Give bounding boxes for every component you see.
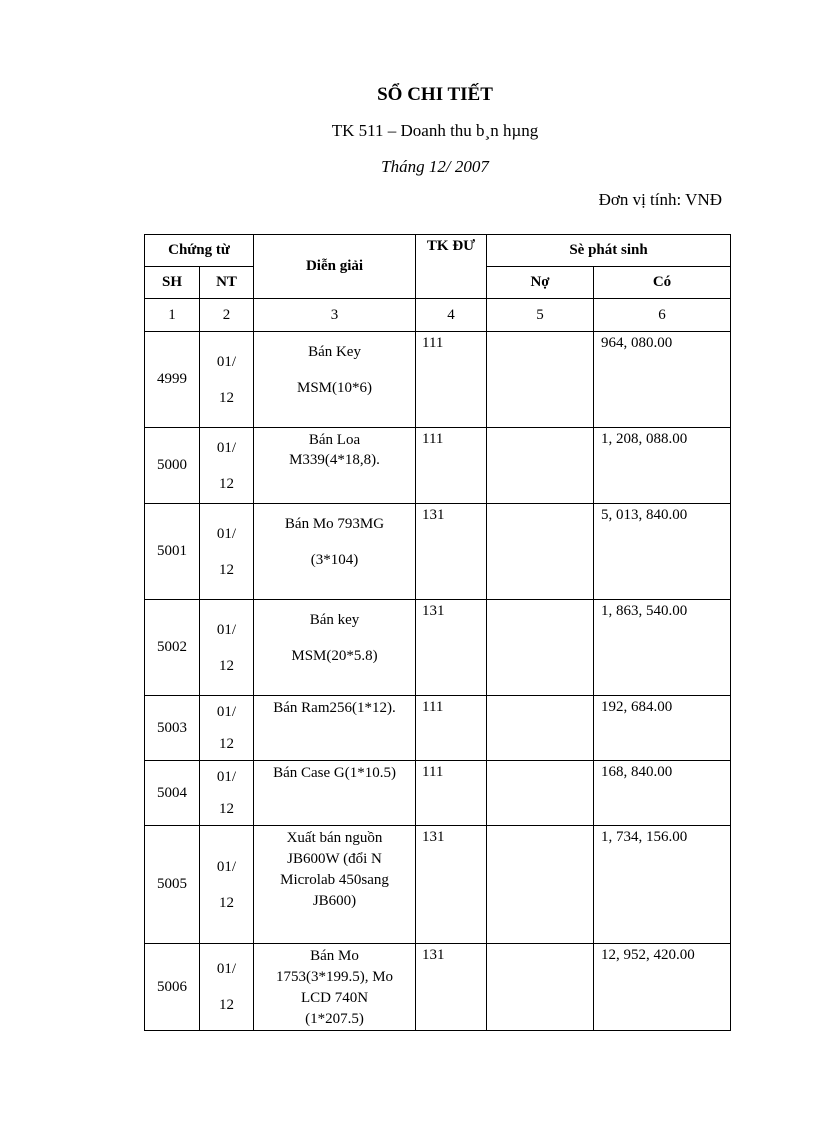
- nt-cell: 01/ 12: [198, 331, 255, 428]
- tk-du-cell: 131: [415, 825, 488, 944]
- col-number: 4: [415, 298, 488, 332]
- credit-cell: 5, 013, 840.00: [593, 503, 732, 600]
- header-chung-tu: Chứng từ: [143, 234, 255, 267]
- nt-cell: 01/ 12: [198, 825, 255, 944]
- debit-cell: [486, 427, 595, 504]
- sh-cell: 5004: [144, 760, 200, 826]
- sh-cell: 5005: [144, 825, 200, 944]
- tk-du-cell: 111: [415, 760, 488, 826]
- tk-du-cell: 131: [415, 943, 488, 1031]
- table-row: 5006 01/ 12 Bán Mo 1753(3*199.5), Mo LCD 7…: [144, 943, 732, 1031]
- table-row: 5000 01/ 12 Bán Loa M339(4*18,8). 111 1, 208…: [144, 427, 732, 504]
- credit-cell: 1, 208, 088.00: [593, 427, 732, 504]
- description-cell: Xuất bán nguồn JB600W (đổi N Microlab 45…: [253, 825, 417, 944]
- description-cell: Bán Ram256(1*12).: [253, 695, 417, 761]
- nt-cell: 01/ 12: [198, 427, 255, 504]
- table-row: 5003 01/ 12 Bán Ram256(1*12). 111 192, 684.0…: [144, 695, 732, 761]
- nt-cell: 01/ 12: [198, 599, 255, 696]
- description-cell: Bán Mo 793MG (3*104): [253, 503, 417, 600]
- col-number: 6: [593, 298, 732, 332]
- table-row: 5001 01/ 12 Bán Mo 793MG (3*104) 131 5, 013,…: [144, 503, 732, 600]
- table-row: 5005 01/ 12 Xuất bán nguồn JB600W (đổi N M…: [144, 825, 732, 944]
- nt-cell: 01/ 12: [198, 695, 255, 761]
- table-row: 4999 01/ 12 Bán Key MSM(10*6) 111 964, 080.0…: [144, 331, 732, 428]
- sh-cell: 5001: [144, 503, 200, 600]
- account-subtitle: TK 511 – Doanh thu b¸n hµng: [331, 121, 539, 140]
- debit-cell: [486, 695, 595, 761]
- sh-cell: 5006: [144, 943, 200, 1031]
- debit-cell: [486, 599, 595, 696]
- col-number: 3: [253, 298, 417, 332]
- tk-du-cell: 111: [415, 331, 488, 428]
- ledger-table: Chứng từ Diễn giải TK ĐƯ Sè phát sinh SH…: [143, 234, 732, 1031]
- nt-cell: 01/ 12: [198, 503, 255, 600]
- document-title: SỔ CHI TIẾT: [377, 84, 493, 105]
- sh-cell: 5002: [144, 599, 200, 696]
- tk-du-cell: 111: [415, 695, 488, 761]
- tk-du-cell: 131: [415, 503, 488, 600]
- debit-cell: [486, 825, 595, 944]
- nt-cell: 01/ 12: [198, 760, 255, 826]
- description-cell: Bán Case G(1*10.5): [253, 760, 417, 826]
- nt-cell: 01/ 12: [198, 943, 255, 1031]
- header-dien-giai: Diễn giải: [253, 234, 417, 299]
- debit-cell: [486, 943, 595, 1031]
- debit-cell: [486, 760, 595, 826]
- header-tk-du: TK ĐƯ: [415, 234, 488, 299]
- sh-cell: 4999: [144, 331, 200, 428]
- sh-cell: 5003: [144, 695, 200, 761]
- debit-cell: [486, 331, 595, 428]
- description-cell: Bán key MSM(20*5.8): [253, 599, 417, 696]
- header-sh: SH: [144, 266, 200, 299]
- description-cell: Bán Loa M339(4*18,8).: [253, 427, 417, 504]
- col-number: 1: [144, 298, 200, 332]
- debit-cell: [486, 503, 595, 600]
- credit-cell: 964, 080.00: [593, 331, 732, 428]
- currency-unit: Đơn vị tính: VNĐ: [598, 190, 722, 209]
- table-row: 5004 01/ 12 Bán Case G(1*10.5) 111 168, 840.…: [144, 760, 732, 826]
- sh-cell: 5000: [144, 427, 200, 504]
- credit-cell: 12, 952, 420.00: [593, 943, 732, 1031]
- header-no: Nợ: [486, 266, 595, 299]
- col-number: 2: [198, 298, 255, 332]
- header-phat-sinh: Sè phát sinh: [486, 234, 732, 267]
- column-number-row: 1 2 3 4 5 6: [144, 298, 732, 332]
- table-row: 5002 01/ 12 Bán key MSM(20*5.8) 131 1, 863, …: [144, 599, 732, 696]
- credit-cell: 1, 863, 540.00: [593, 599, 732, 696]
- period-label: Tháng 12/ 2007: [381, 157, 489, 176]
- credit-cell: 168, 840.00: [593, 760, 732, 826]
- header-co: Có: [593, 266, 732, 299]
- description-cell: Bán Mo 1753(3*199.5), Mo LCD 740N (1*207…: [253, 943, 417, 1031]
- tk-du-cell: 111: [415, 427, 488, 504]
- tk-du-cell: 131: [415, 599, 488, 696]
- col-number: 5: [486, 298, 595, 332]
- credit-cell: 1, 734, 156.00: [593, 825, 732, 944]
- header-nt: NT: [198, 266, 255, 299]
- description-cell: Bán Key MSM(10*6): [253, 331, 417, 428]
- credit-cell: 192, 684.00: [593, 695, 732, 761]
